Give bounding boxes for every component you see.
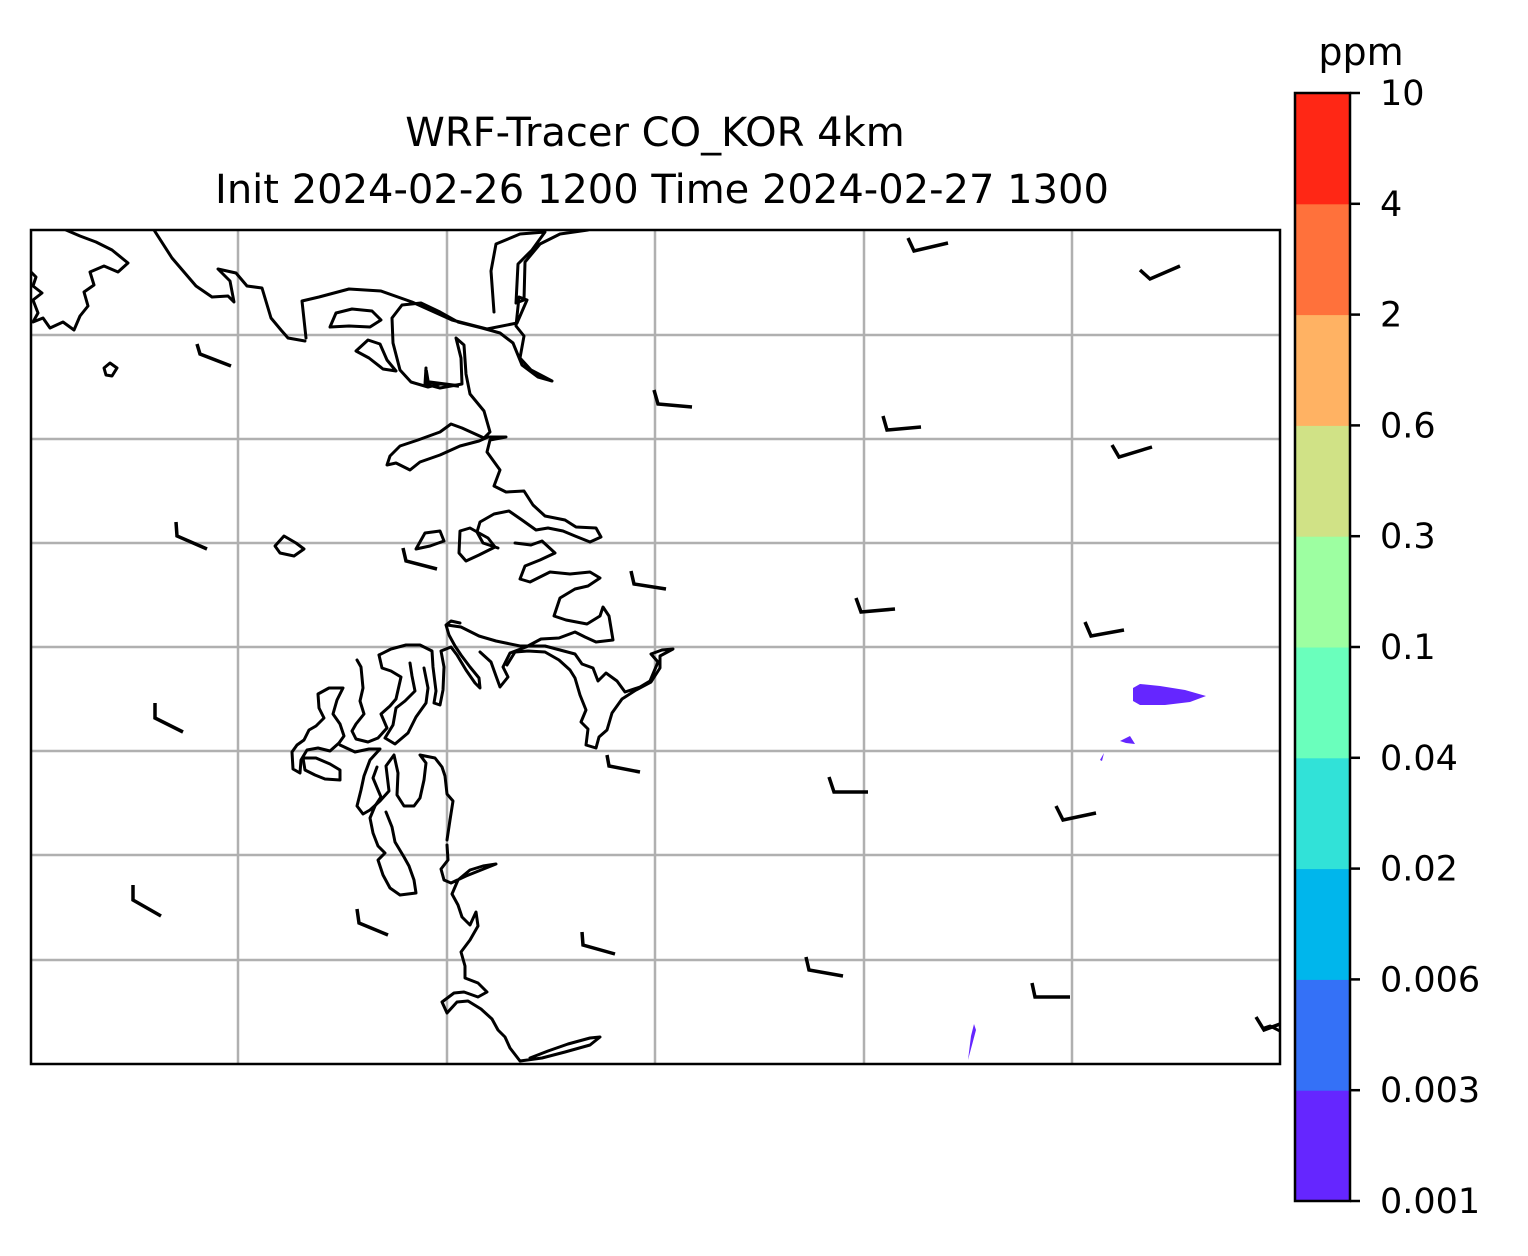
tracer-patch [968,1024,976,1060]
coastline [273,534,306,558]
wind-barb [652,389,693,409]
colorbar-unit-label: ppm [1318,30,1403,74]
wind-barb [827,776,868,794]
tracer-patch [1120,736,1135,744]
colorbar-segment [1295,93,1350,205]
colorbar-segment [1295,314,1350,426]
coastline [414,529,446,551]
wind-barb [804,956,844,978]
wind-barb [906,237,949,254]
map-panel [29,228,1282,1066]
wind-barb [401,547,438,571]
colorbar: ppm 0.001 0.003 0.006 0.02 0.04 0.1 0.3 0.6 2 4 10 [1293,30,1480,1222]
coastlines [31,230,1280,1063]
title-line-1: WRF-Tracer CO_KOR 4km [405,110,904,156]
colorbar-tick-label: 0.04 [1380,739,1458,779]
title-line-2: Init 2024-02-26 1200 Time 2024-02-27 130… [215,167,1109,213]
coastline [478,539,615,689]
colorbar-tick-label: 4 [1380,185,1402,225]
wind-barb [1054,805,1097,822]
wind-barb [174,521,208,551]
coastline [31,230,130,332]
wind-barb [629,570,667,591]
wind-barb [153,703,184,734]
coastline [290,686,346,775]
wind-barb [881,415,922,432]
coastline [385,336,603,550]
wind-barb [605,754,641,774]
wind-barb [1254,1016,1280,1033]
colorbar-tick-label: 0.003 [1380,1071,1480,1111]
tracer-fill [968,684,1206,1060]
coastline [328,307,383,329]
colorbar-segment [1295,425,1350,537]
colorbar-tick-label: 0.1 [1380,628,1436,668]
wind-barb [854,597,896,614]
colorbar-tick-label: 0.006 [1380,960,1480,1000]
coastline [489,230,590,314]
tracer-patch [1133,684,1206,705]
colorbar-tick-label: 10 [1380,74,1425,114]
colorbar-tick-label: 2 [1380,296,1402,336]
coastline [439,843,602,1063]
colorbar-segment [1295,757,1350,870]
coastline [383,661,430,746]
wind-barb [1083,621,1125,638]
wind-barb [1030,982,1070,999]
coastline [445,623,675,750]
colorbar-segment [1295,868,1350,980]
map-frame [29,228,1282,1066]
coastline [338,743,455,842]
colorbar-tick-label: 0.02 [1380,850,1458,890]
colorbar-segment [1295,979,1350,1091]
wind-barb [1138,264,1181,282]
colorbar-tick-label: 0.6 [1380,406,1436,446]
coastline [354,338,398,373]
colorbar-segment [1295,1090,1350,1202]
coastline [300,287,554,389]
wind-barb [195,343,232,368]
coastline [301,756,342,782]
wind-barb [355,908,389,937]
colorbar-segment [1295,647,1350,759]
coastline [350,653,403,744]
colorbar-segments [1295,93,1350,1202]
colorbar-ticks: 0.001 0.003 0.006 0.02 0.04 0.1 0.3 0.6 2 4 10 [1350,74,1480,1222]
wind-barbs [131,237,1280,1033]
coastline [377,619,482,707]
coastline [368,765,418,897]
wind-barb [1110,444,1153,460]
coastline [152,230,307,343]
colorbar-segment [1295,536,1350,648]
wind-barb [131,885,162,918]
colorbar-segment [1295,203,1350,316]
colorbar-tick-label: 0.001 [1380,1182,1480,1222]
coastline [102,361,119,378]
wind-barb [424,369,460,388]
coastline [457,526,497,563]
colorbar-tick-label: 0.3 [1380,517,1436,557]
wind-barb [580,931,616,956]
tracer-patch [1100,753,1104,761]
